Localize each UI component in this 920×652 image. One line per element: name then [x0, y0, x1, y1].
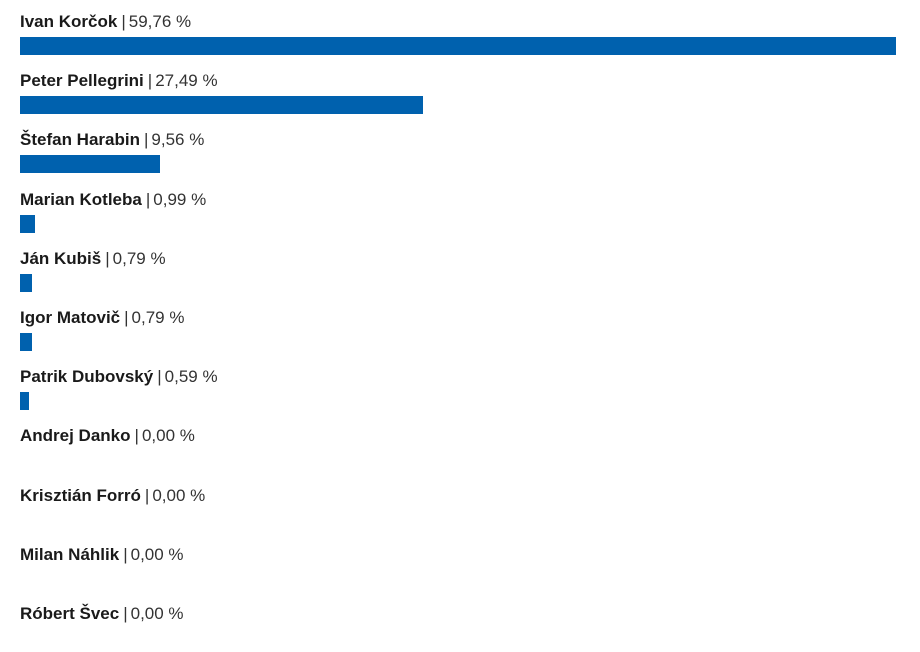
- result-row: Krisztián Forró | 0,00 %: [20, 484, 896, 534]
- vote-percentage: 0,79 %: [112, 249, 166, 268]
- result-row: Štefan Harabin | 9,56 %: [20, 128, 896, 178]
- candidate-name: Patrik Dubovský: [20, 367, 154, 386]
- candidate-name: Marian Kotleba: [20, 190, 142, 209]
- vote-percentage: 59,76 %: [128, 12, 192, 31]
- result-bar: [20, 96, 423, 114]
- vote-percentage: 0,00 %: [130, 545, 184, 564]
- result-row: Ján Kubiš | 0,79 %: [20, 247, 896, 297]
- result-label: Andrej Danko | 0,00 %: [20, 424, 195, 448]
- candidate-name: Róbert Švec: [20, 604, 120, 623]
- result-label: Milan Náhlik | 0,00 %: [20, 543, 184, 567]
- result-label: Ján Kubiš | 0,79 %: [20, 247, 166, 271]
- result-bar: [20, 215, 35, 233]
- result-bar: [20, 333, 32, 351]
- candidate-name: Andrej Danko: [20, 426, 131, 445]
- label-separator: |: [105, 249, 110, 268]
- result-label: Róbert Švec | 0,00 %: [20, 602, 184, 626]
- result-label: Peter Pellegrini | 27,49 %: [20, 69, 218, 93]
- candidate-name: Štefan Harabin: [20, 130, 140, 149]
- result-label: Marian Kotleba | 0,99 %: [20, 188, 206, 212]
- result-row: Milan Náhlik | 0,00 %: [20, 543, 896, 593]
- result-label: Krisztián Forró | 0,00 %: [20, 484, 205, 508]
- label-separator: |: [144, 486, 150, 505]
- vote-percentage: 0,79 %: [131, 308, 185, 327]
- result-label: Igor Matovič | 0,79 %: [20, 306, 184, 330]
- label-separator: |: [123, 545, 128, 564]
- result-bar: [20, 274, 32, 292]
- vote-percentage: 0,99 %: [153, 190, 207, 209]
- label-separator: |: [143, 130, 149, 149]
- vote-percentage: 0,00 %: [130, 604, 184, 623]
- result-label: Patrik Dubovský | 0,59 %: [20, 365, 218, 389]
- candidate-name: Ivan Korčok: [20, 12, 118, 31]
- result-label: Ivan Korčok | 59,76 %: [20, 10, 191, 34]
- label-separator: |: [147, 71, 153, 90]
- result-bar: [20, 155, 160, 173]
- result-row: Andrej Danko | 0,00 %: [20, 424, 896, 474]
- label-separator: |: [121, 12, 126, 31]
- result-row: Igor Matovič | 0,79 %: [20, 306, 896, 356]
- result-row: Marian Kotleba | 0,99 %: [20, 188, 896, 238]
- candidate-name: Krisztián Forró: [20, 486, 141, 505]
- label-separator: |: [145, 190, 151, 209]
- candidate-name: Peter Pellegrini: [20, 71, 144, 90]
- vote-percentage: 0,00 %: [141, 426, 195, 445]
- vote-percentage: 27,49 %: [155, 71, 218, 90]
- result-row: Róbert Švec | 0,00 %: [20, 602, 896, 652]
- candidate-name: Milan Náhlik: [20, 545, 120, 564]
- candidate-name: Ján Kubiš: [20, 249, 102, 268]
- candidate-name: Igor Matovič: [20, 308, 121, 327]
- result-bar: [20, 37, 896, 55]
- label-separator: |: [157, 367, 162, 386]
- result-row: Ivan Korčok | 59,76 %: [20, 10, 896, 60]
- label-separator: |: [123, 604, 128, 623]
- vote-percentage: 0,59 %: [164, 367, 218, 386]
- vote-percentage: 0,00 %: [152, 486, 206, 505]
- label-separator: |: [134, 426, 139, 445]
- vote-percentage: 9,56 %: [151, 130, 205, 149]
- result-label: Štefan Harabin | 9,56 %: [20, 128, 204, 152]
- result-row: Patrik Dubovský | 0,59 %: [20, 365, 896, 415]
- result-bar: [20, 392, 29, 410]
- result-row: Peter Pellegrini | 27,49 %: [20, 69, 896, 119]
- label-separator: |: [124, 308, 129, 327]
